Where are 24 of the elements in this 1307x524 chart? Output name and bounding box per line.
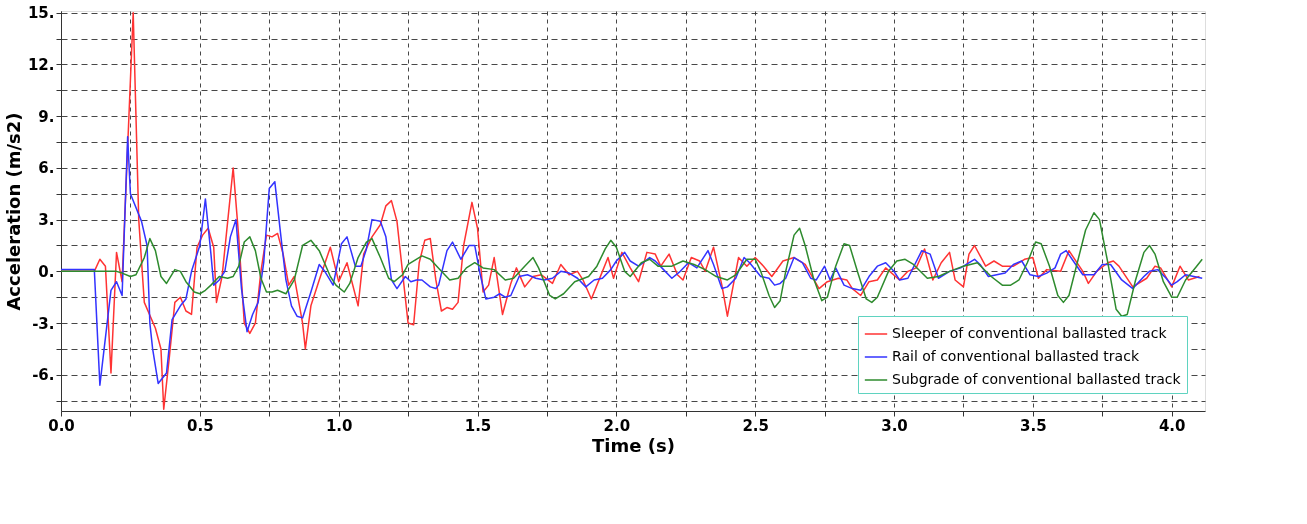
y-tick-label: -3. (32, 314, 55, 333)
y-tick-label: 9. (38, 107, 55, 126)
y-tick-label: 15. (27, 4, 55, 23)
x-tick-label: 2.5 (742, 416, 769, 435)
y-tick-label: 0. (38, 262, 55, 281)
y-axis-title: Acceleration (m/s2) (2, 112, 24, 311)
legend-label: Rail of conventional ballasted track (892, 348, 1140, 364)
x-tick-label: 3.0 (881, 416, 908, 435)
x-tick-label: 4.0 (1158, 416, 1186, 435)
x-tick-label: 3.5 (1020, 416, 1047, 435)
y-tick-label: 12. (27, 55, 55, 74)
line-series (60, 211, 1203, 317)
legend-label: Subgrade of conventional ballasted track (892, 371, 1182, 387)
y-tick-label: -6. (32, 366, 55, 385)
legend-label: Sleeper of conventional ballasted track (892, 325, 1168, 341)
y-tick-label: 3. (38, 211, 55, 230)
line-series (60, 136, 1203, 386)
x-axis-title: Time (s) (592, 434, 675, 456)
x-tick-label: 1.5 (464, 416, 492, 435)
x-tick-label: 1.0 (325, 416, 353, 435)
x-tick-label: 0.5 (187, 416, 214, 435)
x-tick-label: 2.0 (603, 416, 631, 435)
x-tick-label: 0.0 (48, 416, 75, 435)
y-tick-label: 6. (38, 159, 55, 178)
